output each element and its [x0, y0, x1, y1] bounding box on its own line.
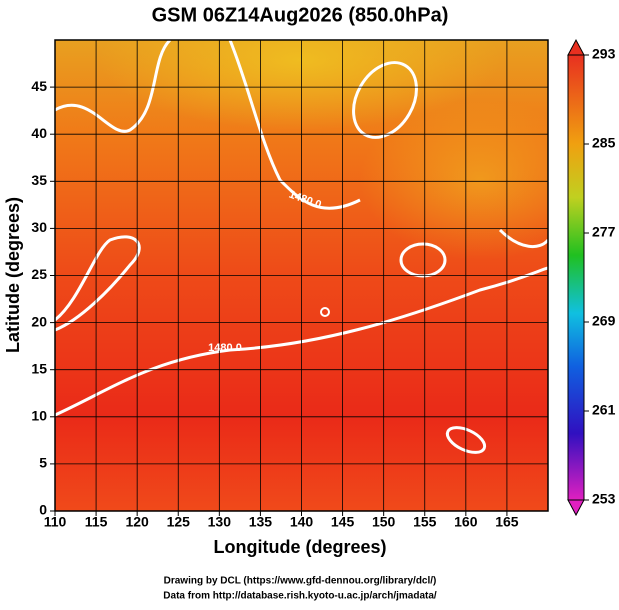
y-tick-label: 35 — [31, 172, 47, 188]
colorbar-tick-label: 261 — [592, 402, 616, 418]
x-tick-label: 115 — [85, 514, 108, 530]
x-tick-label: 150 — [372, 514, 396, 530]
x-tick-label: 120 — [125, 514, 149, 530]
y-tick-label: 30 — [31, 219, 47, 235]
chart-title: GSM 06Z14Aug2026 (850.0hPa) — [152, 4, 449, 26]
colorbar-tick-label: 253 — [592, 491, 616, 507]
x-tick-label: 135 — [249, 514, 273, 530]
colorbar-tick-label: 293 — [592, 46, 616, 62]
x-tick-label: 110 — [44, 514, 67, 530]
x-tick-label: 165 — [495, 514, 519, 530]
y-tick-label: 25 — [31, 266, 47, 282]
contour-label: 1480.0 — [208, 342, 242, 354]
x-tick-label: 155 — [413, 514, 437, 530]
colorbar-cap — [567, 499, 585, 517]
y-tick-label: 15 — [31, 360, 47, 376]
y-axis-label: Latitude (degrees) — [3, 197, 23, 353]
x-tick-label: 145 — [331, 514, 355, 530]
x-tick-label: 160 — [454, 514, 478, 530]
y-tick-label: 40 — [31, 125, 47, 141]
colorbar-tick-label: 285 — [592, 135, 616, 151]
y-tick-label: 0 — [39, 502, 47, 518]
x-tick-label: 125 — [167, 514, 191, 530]
y-tick-label: 20 — [31, 313, 47, 329]
colorbar-cap — [567, 38, 585, 56]
field — [55, 40, 548, 511]
footer: Data from http://database.rish.kyoto-u.a… — [163, 591, 437, 602]
x-tick-label: 130 — [208, 514, 232, 530]
y-tick-label: 45 — [31, 78, 47, 94]
x-tick-label: 140 — [290, 514, 314, 530]
x-axis-label: Longitude (degrees) — [213, 537, 386, 557]
colorbar-tick-label: 277 — [592, 224, 616, 240]
colorbar — [567, 54, 585, 501]
colorbar-tick-label: 269 — [592, 313, 616, 329]
y-tick-label: 10 — [31, 408, 47, 424]
y-tick-label: 5 — [39, 455, 47, 471]
footer: Drawing by DCL (https://www.gfd-dennou.o… — [164, 576, 437, 587]
plot-frame — [54, 39, 549, 512]
